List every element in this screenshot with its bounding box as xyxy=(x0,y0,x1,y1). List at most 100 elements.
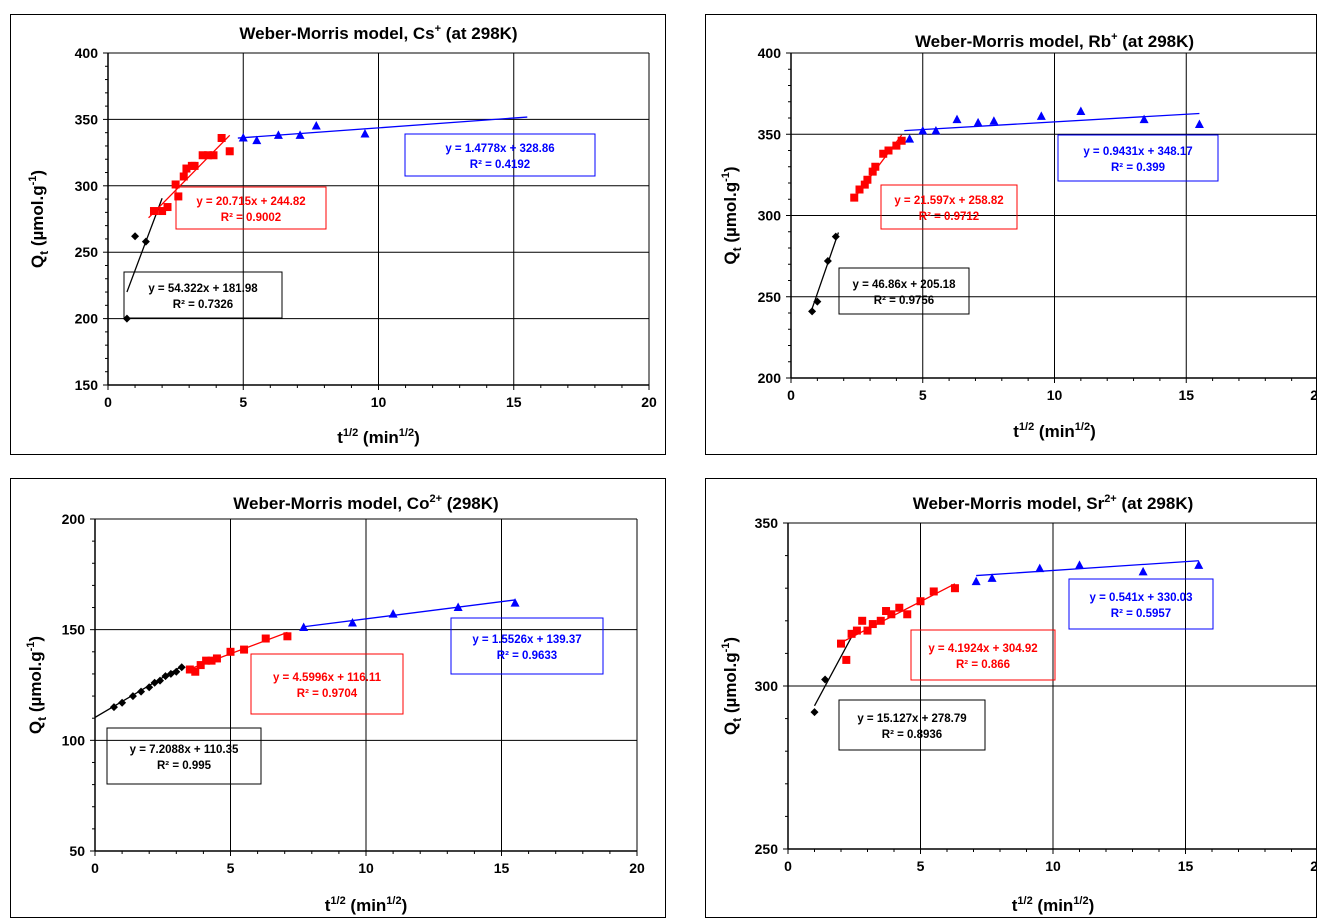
series-1 xyxy=(837,583,959,664)
data-point xyxy=(1036,111,1046,120)
data-point xyxy=(905,134,915,143)
data-point xyxy=(858,616,867,625)
data-point xyxy=(207,656,216,665)
equation-text: y = 4.1924x + 304.92 xyxy=(928,643,1037,655)
equation-box xyxy=(450,617,604,675)
x-tick-label: 0 xyxy=(784,858,792,874)
y-tick-label: 250 xyxy=(755,841,779,857)
data-point xyxy=(852,626,861,635)
y-tick-label: 100 xyxy=(62,732,86,748)
data-point xyxy=(510,598,520,607)
data-point xyxy=(1194,560,1204,569)
data-point xyxy=(879,149,888,158)
r2-text: R² = 0.866 xyxy=(956,659,1010,671)
data-point xyxy=(202,656,211,665)
x-axis-label: t1/2 (min1/2) xyxy=(1012,895,1095,915)
data-point xyxy=(897,136,906,145)
data-point xyxy=(388,609,398,618)
data-point xyxy=(261,634,270,643)
data-point xyxy=(196,661,205,670)
fit-line xyxy=(904,112,1200,132)
y-tick-label: 150 xyxy=(75,377,99,393)
y-tick-label: 350 xyxy=(758,126,782,142)
data-point xyxy=(1076,106,1086,115)
data-point xyxy=(971,576,981,586)
r2-text: R² = 0.4192 xyxy=(470,159,530,171)
chart-title: Weber-Morris model, Co2+ (298K) xyxy=(233,493,498,513)
y-tick-label: 250 xyxy=(75,244,99,260)
x-tick-label: 0 xyxy=(104,394,112,410)
r2-text: R² = 0.9712 xyxy=(919,211,979,223)
series-2 xyxy=(971,560,1204,586)
data-point xyxy=(973,117,983,127)
r2-text: R² = 0.9704 xyxy=(297,688,358,700)
data-point xyxy=(813,297,822,306)
data-point xyxy=(118,698,127,707)
data-point xyxy=(174,192,183,201)
data-point xyxy=(871,162,880,171)
data-point xyxy=(238,132,248,142)
chart-cs: 0 5 10 15 20 150 200 250 300 350 400 Weber-Morris m… xyxy=(10,14,666,455)
series-0 xyxy=(810,636,853,717)
y-tick-label: 300 xyxy=(75,178,99,194)
equation-box xyxy=(1068,578,1214,630)
data-point xyxy=(903,610,912,619)
series-1 xyxy=(185,631,292,676)
equation-text: y = 0.9431x + 348.17 xyxy=(1083,146,1192,158)
r2-text: R² = 0.9002 xyxy=(221,212,281,224)
y-tick-label: 200 xyxy=(75,311,99,327)
x-axis-label: t1/2 (min1/2) xyxy=(325,895,408,915)
fit-line xyxy=(813,636,853,707)
fit-line xyxy=(148,134,231,219)
x-tick-label: 10 xyxy=(358,860,374,876)
r2-text: R² = 0.995 xyxy=(157,760,212,772)
data-point xyxy=(212,654,221,663)
data-point xyxy=(810,708,819,717)
data-point xyxy=(863,626,872,635)
x-tick-label: 20 xyxy=(641,394,657,410)
data-point xyxy=(182,164,191,173)
y-axis-label: Qt (µmol.g-1) xyxy=(25,636,49,734)
data-point xyxy=(225,147,234,156)
data-point xyxy=(868,620,877,629)
data-point xyxy=(808,307,817,316)
data-point xyxy=(190,161,199,170)
y-tick-label: 250 xyxy=(758,289,782,305)
series-0 xyxy=(808,232,840,316)
x-axis-label: t1/2 (min1/2) xyxy=(337,427,420,447)
equation-box xyxy=(175,186,327,230)
data-point xyxy=(929,587,938,596)
data-point xyxy=(141,237,150,246)
x-tick-label: 5 xyxy=(239,394,247,410)
x-tick-label: 15 xyxy=(494,860,510,876)
x-tick-label: 10 xyxy=(1045,858,1061,874)
x-tick-label: 10 xyxy=(1047,387,1063,403)
y-axis-label: Qt (µmol.g-1) xyxy=(720,166,744,264)
data-point xyxy=(128,692,137,701)
data-point xyxy=(892,141,901,150)
y-tick-label: 200 xyxy=(62,511,86,527)
equation-box xyxy=(838,267,970,315)
x-tick-label: 10 xyxy=(371,394,387,410)
equation-text: y = 20.715x + 244.82 xyxy=(196,196,305,208)
series-0 xyxy=(95,663,186,718)
chart-rb-svg: 0 5 10 15 20 200 250 300 350 400 Weber-Morris mode… xyxy=(720,31,1317,441)
data-point xyxy=(952,114,962,124)
y-tick-label: 350 xyxy=(75,111,99,127)
equation-box xyxy=(106,727,262,785)
y-tick-label: 300 xyxy=(755,678,779,694)
data-point xyxy=(876,616,885,625)
data-point xyxy=(240,645,249,654)
data-point xyxy=(311,121,321,130)
data-point xyxy=(137,687,146,696)
data-point xyxy=(185,665,194,674)
equation-text: y = 46.86x + 205.18 xyxy=(853,279,957,291)
equation-box xyxy=(404,133,596,177)
x-tick-label: 0 xyxy=(787,387,795,403)
chart-title: Weber-Morris model, Rb+ (at 298K) xyxy=(915,31,1194,51)
series-1 xyxy=(148,133,234,219)
data-point xyxy=(273,130,283,139)
data-point xyxy=(837,639,845,648)
data-point xyxy=(1138,566,1148,576)
equation-text: y = 0.541x + 330.03 xyxy=(1090,592,1193,604)
